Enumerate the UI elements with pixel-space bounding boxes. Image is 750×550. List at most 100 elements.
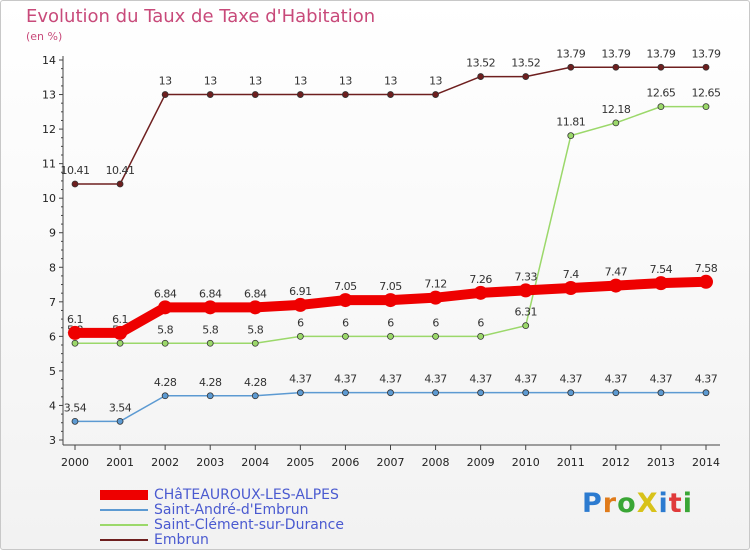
logo-letter: i xyxy=(682,488,693,519)
data-label: 12.65 xyxy=(692,87,721,100)
data-label: 4.37 xyxy=(650,373,673,386)
data-point xyxy=(251,91,259,98)
data-point xyxy=(206,339,214,347)
data-label: 4.28 xyxy=(244,376,267,389)
logo-letter: i xyxy=(658,488,669,519)
data-label: 4.28 xyxy=(199,376,222,389)
data-point xyxy=(612,389,620,397)
legend-label: CHâTEAUROUX-LES-ALPES xyxy=(154,487,339,503)
data-label: 12.18 xyxy=(601,103,630,116)
data-point xyxy=(657,389,665,397)
data-label: 6 xyxy=(387,316,394,329)
data-label: 13 xyxy=(429,75,442,88)
data-point xyxy=(296,332,304,340)
data-point xyxy=(612,119,620,127)
data-label: 13.52 xyxy=(511,57,540,70)
data-point xyxy=(432,91,439,98)
data-point xyxy=(518,283,533,298)
data-point xyxy=(342,389,349,397)
data-point xyxy=(473,285,488,300)
logo-letter: t xyxy=(668,488,683,519)
data-label: 11.81 xyxy=(556,116,585,129)
data-label: 13.52 xyxy=(466,57,495,70)
data-point xyxy=(161,91,169,98)
data-label: 7.33 xyxy=(514,270,537,283)
data-point xyxy=(702,389,710,397)
data-point xyxy=(387,91,394,98)
data-point xyxy=(699,274,713,289)
logo-letter: r xyxy=(602,488,618,519)
logo-letter: X xyxy=(636,488,659,519)
data-point xyxy=(71,180,79,188)
data-label: 13 xyxy=(159,75,172,88)
data-point xyxy=(702,63,710,71)
data-point xyxy=(71,339,79,347)
x-tick-label: 2012 xyxy=(602,456,630,469)
data-point xyxy=(68,325,82,340)
x-tick-label: 2013 xyxy=(647,456,675,469)
data-label: 13.79 xyxy=(556,47,585,60)
data-label: 13.79 xyxy=(692,47,721,60)
legend-label: Embrun xyxy=(154,532,209,548)
data-point xyxy=(251,392,259,400)
data-point xyxy=(296,91,304,98)
data-point xyxy=(657,103,665,111)
logo-letter: o xyxy=(617,488,637,519)
data-point xyxy=(567,63,575,71)
data-point xyxy=(522,322,530,330)
x-tick-label: 2008 xyxy=(422,456,450,469)
data-point xyxy=(567,132,575,140)
legend-swatch xyxy=(100,539,148,541)
logo-letter: P xyxy=(582,488,603,519)
y-tick-label: 5 xyxy=(49,365,56,378)
data-label: 10.41 xyxy=(61,164,90,177)
y-tick-label: 8 xyxy=(49,261,56,274)
legend-item: CHâTEAUROUX-LES-ALPES xyxy=(100,488,344,503)
x-tick-label: 2010 xyxy=(512,456,540,469)
data-point xyxy=(293,297,308,312)
chart-legend: CHâTEAUROUX-LES-ALPES Saint-André-d'Embru… xyxy=(100,488,344,548)
data-label: 6 xyxy=(297,316,304,329)
y-tick-label: 14 xyxy=(42,54,56,67)
data-point xyxy=(612,63,620,71)
legend-label: Saint-André-d'Embrun xyxy=(154,502,309,518)
data-point xyxy=(116,417,124,425)
data-point xyxy=(608,278,623,293)
data-point xyxy=(383,293,398,308)
y-tick-label: 3 xyxy=(49,434,56,447)
data-label: 5.8 xyxy=(157,323,173,336)
data-label: 13 xyxy=(294,75,307,88)
data-point xyxy=(113,325,128,340)
legend-item: Saint-André-d'Embrun xyxy=(100,503,344,518)
data-point xyxy=(522,389,530,397)
data-point xyxy=(161,339,169,347)
data-label: 6.1 xyxy=(112,313,128,326)
data-label: 4.37 xyxy=(424,373,447,386)
y-tick-label: 13 xyxy=(42,89,56,102)
data-label: 4.37 xyxy=(695,373,718,386)
data-label: 7.12 xyxy=(424,278,447,291)
data-point xyxy=(432,332,439,340)
data-label: 3.54 xyxy=(109,401,132,414)
data-point xyxy=(477,73,485,80)
x-tick-label: 2001 xyxy=(106,456,134,469)
data-point xyxy=(71,417,79,425)
data-label: 5.8 xyxy=(202,323,218,336)
data-label: 4.37 xyxy=(514,373,537,386)
data-label: 6.84 xyxy=(154,287,177,300)
data-label: 7.58 xyxy=(695,262,718,275)
data-point xyxy=(657,63,665,71)
y-tick-label: 7 xyxy=(49,296,56,309)
x-tick-label: 2009 xyxy=(467,456,495,469)
data-label: 6.91 xyxy=(289,285,312,298)
x-tick-label: 2006 xyxy=(331,456,359,469)
y-tick-label: 4 xyxy=(49,399,56,412)
x-tick-label: 2005 xyxy=(286,456,314,469)
chart-title: Evolution du Taux de Taxe d'Habitation xyxy=(26,6,376,27)
y-tick-label: 6 xyxy=(49,330,56,343)
data-point xyxy=(342,91,349,98)
y-tick-label: 11 xyxy=(42,158,56,171)
data-point xyxy=(116,339,124,347)
legend-item: Saint-Clément-sur-Durance xyxy=(100,518,344,533)
